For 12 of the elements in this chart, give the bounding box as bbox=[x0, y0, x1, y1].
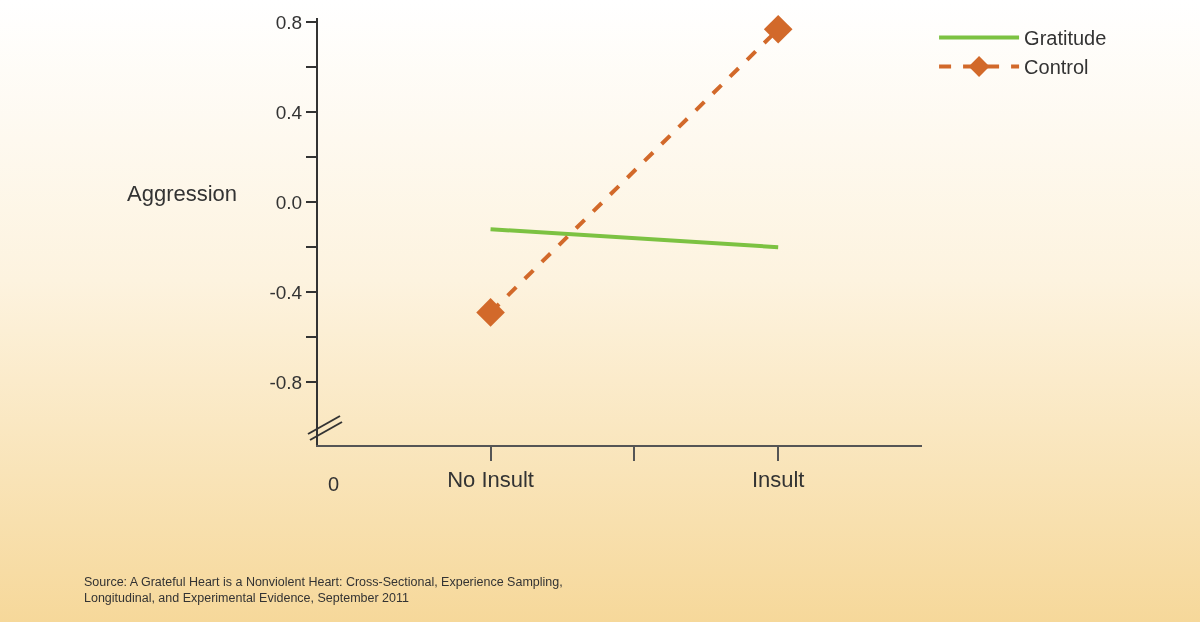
x-tick-label: Insult bbox=[751, 467, 805, 493]
y-tick-label: 0.0 bbox=[275, 191, 303, 213]
y-tick-label: -0.4 bbox=[269, 281, 303, 303]
legend-label: Gratitude bbox=[1024, 27, 1107, 50]
legend-label: Control bbox=[1024, 56, 1089, 79]
y-axis-title: Aggression bbox=[127, 181, 238, 206]
y-tick-label: 0.8 bbox=[275, 12, 303, 34]
text: 0 bbox=[328, 473, 340, 495]
x-tick-label: No Insult bbox=[447, 467, 534, 493]
y-tick-label: 0.4 bbox=[275, 102, 303, 124]
source-note: Source: A Grateful Heart is a Nonviolent Heart: Cross-Sectional, Experience Sampling, Longitudinal, and Experimental Evidence, September 2011 bbox=[84, 575, 563, 606]
y-tick-label: -0.8 bbox=[269, 371, 303, 393]
